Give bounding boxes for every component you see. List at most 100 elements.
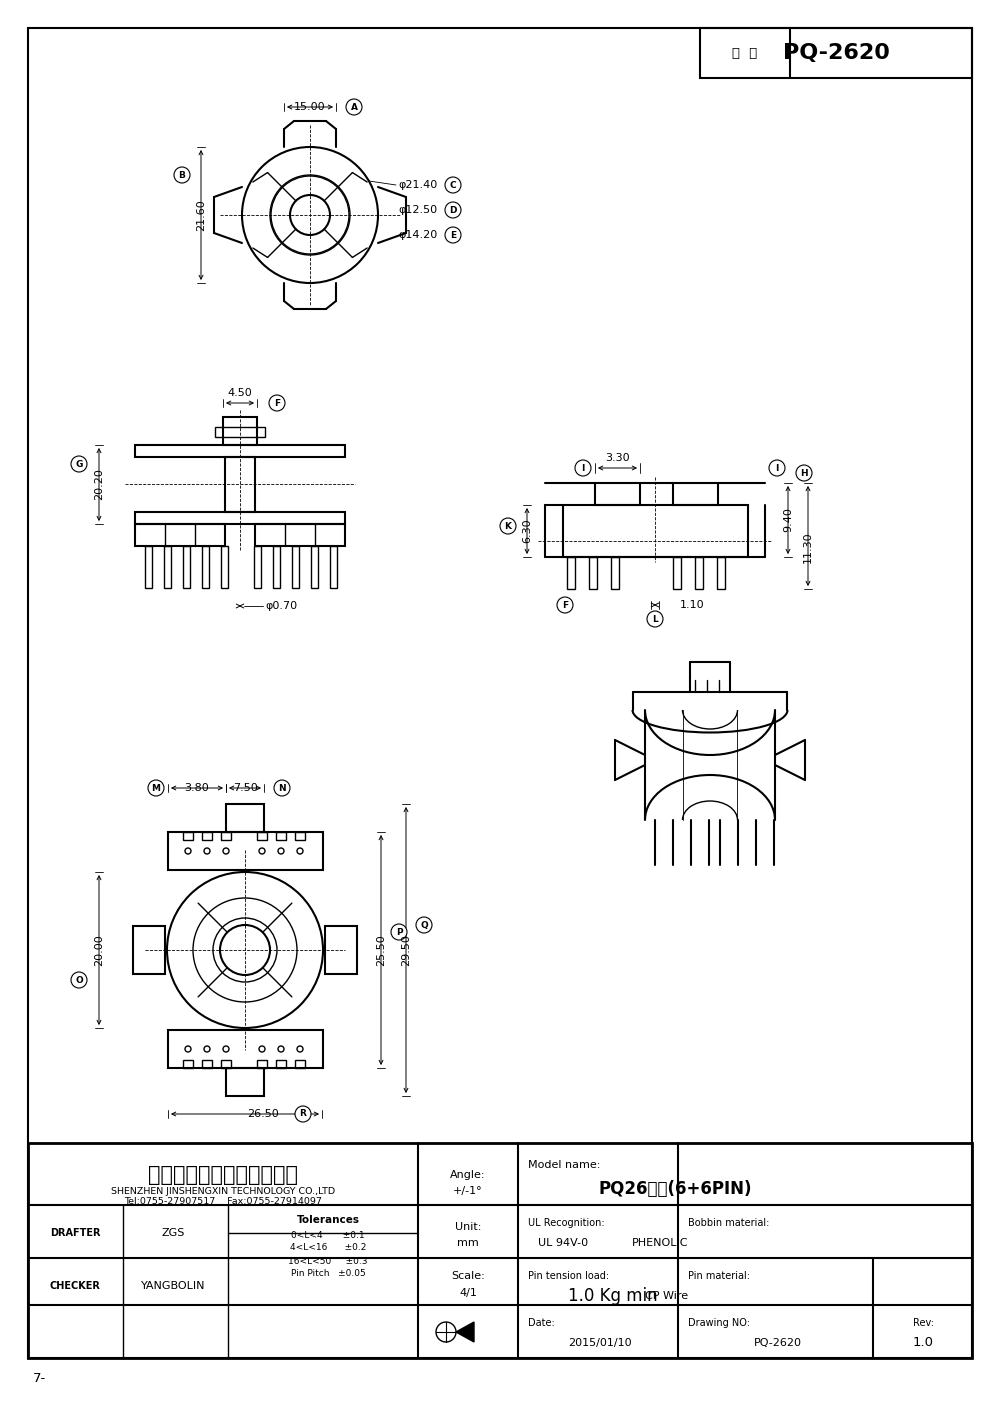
Circle shape — [575, 460, 591, 476]
Text: 21.60: 21.60 — [196, 199, 206, 231]
Bar — [28, 1143, 972, 1358]
Text: Drawing NO:: Drawing NO: — [688, 1318, 750, 1328]
Text: Q: Q — [420, 920, 428, 929]
Bar — [183, 546, 190, 588]
Bar — [215, 427, 265, 437]
Text: YANGBOLIN: YANGBOLIN — [141, 1281, 205, 1290]
Text: PHENOLIC: PHENOLIC — [632, 1238, 688, 1248]
Circle shape — [148, 780, 164, 796]
Text: Angle:: Angle: — [450, 1170, 486, 1180]
Text: N: N — [278, 783, 286, 793]
Circle shape — [416, 918, 432, 933]
Bar — [295, 1061, 305, 1068]
Circle shape — [174, 167, 190, 184]
Text: Date:: Date: — [528, 1318, 555, 1328]
Circle shape — [71, 972, 87, 988]
Text: A: A — [351, 102, 358, 112]
Text: Pin material:: Pin material: — [688, 1271, 750, 1281]
Text: 26.50: 26.50 — [247, 1110, 279, 1119]
Text: +/-1°: +/-1° — [453, 1187, 483, 1196]
Text: C: C — [450, 181, 456, 189]
Bar — [325, 926, 357, 974]
Text: CP Wire: CP Wire — [645, 1290, 688, 1302]
Bar — [221, 546, 228, 588]
Text: 15.00: 15.00 — [294, 102, 326, 112]
Bar — [254, 546, 261, 588]
Bar — [717, 558, 725, 588]
Text: 1.0 Kg min: 1.0 Kg min — [568, 1288, 658, 1304]
Bar — [589, 558, 597, 588]
Bar — [257, 832, 267, 841]
Circle shape — [274, 780, 290, 796]
Circle shape — [71, 455, 87, 472]
Text: D: D — [449, 206, 457, 214]
Circle shape — [647, 611, 663, 628]
Bar — [202, 546, 209, 588]
Text: Tolerances: Tolerances — [297, 1215, 360, 1224]
Text: 29.50: 29.50 — [401, 934, 411, 965]
Bar — [226, 1068, 264, 1096]
Bar — [133, 926, 165, 974]
Text: 0<L<4       ±0.1: 0<L<4 ±0.1 — [291, 1230, 365, 1240]
Bar — [295, 832, 305, 841]
Text: M: M — [152, 783, 161, 793]
Bar — [673, 558, 681, 588]
Text: 6.30: 6.30 — [522, 518, 532, 544]
Text: 1.0: 1.0 — [912, 1337, 934, 1349]
Text: 16<L<50     ±0.3: 16<L<50 ±0.3 — [288, 1257, 368, 1265]
Bar — [611, 558, 619, 588]
Text: ZGS: ZGS — [161, 1229, 185, 1238]
Bar — [673, 483, 718, 504]
Text: Tel:0755-27907517    Fax:0755-27914097: Tel:0755-27907517 Fax:0755-27914097 — [124, 1196, 322, 1205]
Text: Scale:: Scale: — [451, 1271, 485, 1281]
Text: φ12.50: φ12.50 — [398, 205, 437, 214]
Bar — [292, 546, 299, 588]
Text: PQ26立式(6+6PIN): PQ26立式(6+6PIN) — [598, 1180, 752, 1198]
Text: E: E — [450, 231, 456, 240]
Text: UL 94V-0: UL 94V-0 — [538, 1238, 588, 1248]
Bar — [221, 1061, 231, 1068]
Bar — [223, 417, 257, 446]
Bar — [226, 804, 264, 832]
Bar — [202, 832, 212, 841]
Text: 1.10: 1.10 — [680, 600, 705, 609]
Text: 4<L<16      ±0.2: 4<L<16 ±0.2 — [290, 1244, 366, 1252]
Text: 2015/01/10: 2015/01/10 — [568, 1338, 632, 1348]
Text: 7.50: 7.50 — [233, 783, 257, 793]
Text: G: G — [75, 460, 83, 468]
Circle shape — [796, 465, 812, 481]
Bar — [221, 832, 231, 841]
Bar — [595, 483, 640, 504]
Bar — [135, 511, 345, 524]
Circle shape — [557, 597, 573, 614]
Text: H: H — [800, 468, 808, 478]
Text: Pin tension load:: Pin tension load: — [528, 1271, 609, 1281]
Text: Bobbin material:: Bobbin material: — [688, 1217, 769, 1229]
Circle shape — [445, 227, 461, 242]
Text: K: K — [505, 521, 512, 531]
Circle shape — [445, 177, 461, 193]
Bar — [276, 1061, 286, 1068]
Text: B: B — [179, 171, 185, 179]
Text: 7-: 7- — [33, 1372, 46, 1384]
Text: CHECKER: CHECKER — [50, 1281, 100, 1290]
Bar — [700, 28, 972, 78]
Text: 4.50: 4.50 — [228, 388, 252, 398]
Bar — [257, 1061, 267, 1068]
Text: φ21.40: φ21.40 — [398, 179, 437, 191]
Text: 型  号: 型 号 — [732, 46, 758, 59]
Circle shape — [346, 99, 362, 115]
Bar — [145, 546, 152, 588]
Text: F: F — [562, 601, 568, 609]
Text: L: L — [652, 615, 658, 623]
Text: Pin Pitch   ±0.05: Pin Pitch ±0.05 — [291, 1269, 365, 1279]
Bar — [225, 457, 255, 511]
Circle shape — [391, 925, 407, 940]
Bar — [255, 524, 345, 546]
Text: φ14.20: φ14.20 — [398, 230, 437, 240]
Text: Unit:: Unit: — [455, 1222, 481, 1231]
Text: 4/1: 4/1 — [459, 1288, 477, 1297]
Circle shape — [500, 518, 516, 534]
Text: DRAFTER: DRAFTER — [50, 1229, 100, 1238]
Text: I: I — [581, 464, 585, 472]
